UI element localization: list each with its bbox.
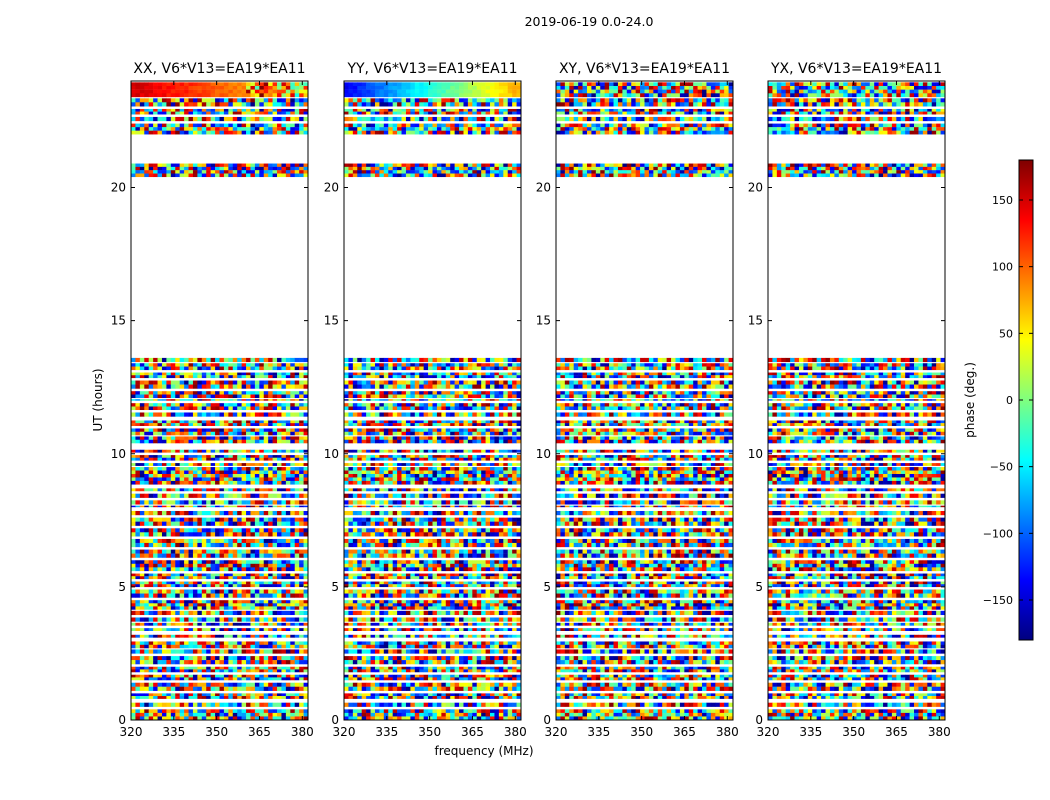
y-tick-label: 0 (543, 713, 551, 727)
x-tick-label: 350 (418, 725, 441, 739)
colorbar: 150 100 50 0 −50 −100 −150 phase (deg.) (963, 159, 1034, 641)
heatmap-cells (768, 82, 945, 720)
x-tick-label: 320 (333, 725, 356, 739)
y-tick-label: 10 (536, 447, 551, 461)
panel-title: YY, V6*V13=EA19*EA11 (346, 61, 517, 77)
panel-title: XX, V6*V13=EA19*EA11 (133, 61, 305, 77)
x-tick-label: 380 (928, 725, 951, 739)
panel-0: XX, V6*V13=EA19*EA11 320 335 350 365 380 0 5 10 1… (111, 61, 314, 739)
y-tick-label: 10 (111, 447, 126, 461)
y-tick-label: 20 (324, 181, 339, 195)
y-tick-label: 20 (111, 181, 126, 195)
panels-group: XX, V6*V13=EA19*EA11 320 335 350 365 380 0 5 10 1… (111, 61, 951, 739)
x-tick-label: 335 (587, 725, 610, 739)
y-tick-label: 20 (748, 181, 763, 195)
x-tick-label: 380 (504, 725, 527, 739)
colorbar-tick-label: −100 (983, 527, 1013, 540)
y-tick-label: 15 (748, 314, 763, 328)
x-tick-label: 320 (545, 725, 568, 739)
panel-frame (343, 80, 522, 721)
heatmap-cells (131, 82, 308, 720)
panel-1: YY, V6*V13=EA19*EA11 320 335 350 365 380 0 5 10 1… (324, 61, 527, 739)
x-tick-label: 350 (205, 725, 228, 739)
colorbar-tick-label: 150 (992, 194, 1013, 207)
colorbar-ticks: 150 100 50 0 −50 −100 −150 (983, 194, 1033, 607)
x-tick-label: 335 (375, 725, 398, 739)
y-tick-label: 20 (536, 181, 551, 195)
y-tick-label: 5 (755, 580, 763, 594)
colorbar-tick-label: −50 (990, 461, 1013, 474)
colorbar-tick-label: 0 (1006, 394, 1013, 407)
figure-suptitle: 2019-06-19 0.0-24.0 (525, 14, 654, 29)
heatmap-cells (344, 82, 521, 720)
y-tick-label: 10 (748, 447, 763, 461)
y-tick-label: 0 (755, 713, 763, 727)
panel-title: YX, V6*V13=EA19*EA11 (770, 61, 942, 77)
heatmap-cells (556, 82, 733, 720)
x-tick-label: 365 (248, 725, 271, 739)
y-tick-label: 0 (118, 713, 126, 727)
y-tick-label: 15 (324, 314, 339, 328)
panel-frame (130, 80, 309, 721)
panel-title: XY, V6*V13=EA19*EA11 (559, 61, 730, 77)
x-tick-label: 350 (842, 725, 865, 739)
y-tick-label: 5 (118, 580, 126, 594)
colorbar-label: phase (deg.) (963, 362, 977, 438)
x-tick-label: 350 (630, 725, 653, 739)
x-tick-label: 380 (291, 725, 314, 739)
y-tick-label: 15 (111, 314, 126, 328)
x-tick-label: 335 (799, 725, 822, 739)
x-tick-label: 365 (885, 725, 908, 739)
x-tick-label: 335 (162, 725, 185, 739)
panel-frame (555, 80, 734, 721)
x-tick-label: 320 (120, 725, 143, 739)
x-tick-label: 380 (716, 725, 739, 739)
y-tick-label: 5 (543, 580, 551, 594)
y-tick-label: 15 (536, 314, 551, 328)
x-tick-label: 320 (757, 725, 780, 739)
y-axis-label: UT (hours) (91, 368, 105, 431)
colorbar-tick-label: 100 (992, 261, 1013, 274)
x-axis-label: frequency (MHz) (434, 744, 533, 758)
x-tick-label: 365 (461, 725, 484, 739)
colorbar-tick-label: 50 (999, 327, 1013, 340)
panel-2: XY, V6*V13=EA19*EA11 320 335 350 365 380 0 5 10 1… (536, 61, 739, 739)
x-tick-label: 365 (673, 725, 696, 739)
y-tick-label: 5 (331, 580, 339, 594)
y-tick-label: 0 (331, 713, 339, 727)
y-tick-label: 10 (324, 447, 339, 461)
panel-frame (767, 80, 946, 721)
panel-3: YX, V6*V13=EA19*EA11 320 335 350 365 380 0 5 10 1… (748, 61, 951, 739)
colorbar-tick-label: −150 (983, 594, 1013, 607)
